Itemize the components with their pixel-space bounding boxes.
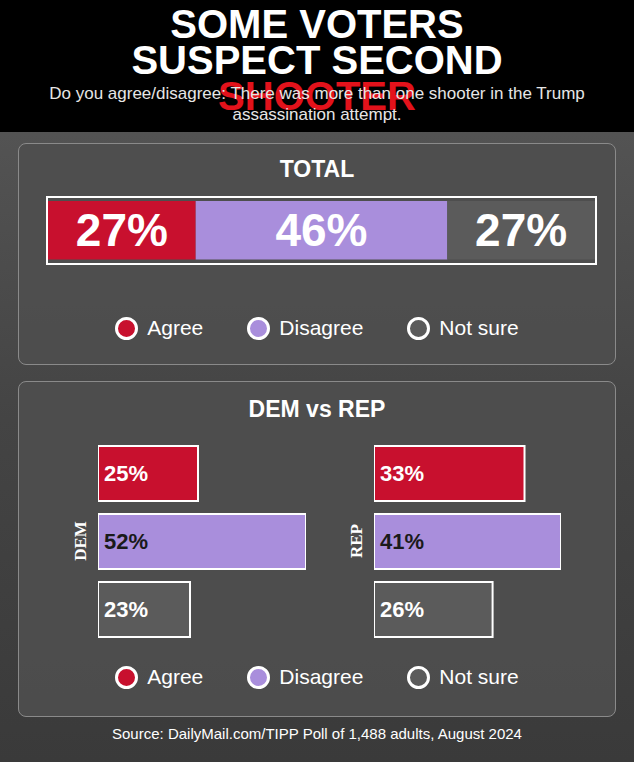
html-text:DEM vs REP: DEM vs REP (248, 396, 386, 422)
html-text:DEM: DEM (71, 521, 90, 561)
html-text:Do you agree/disagree: There w: Do you agree/disagree: There was more th… (49, 84, 585, 124)
html-text:SHOOTER: SHOOTER (218, 74, 416, 118)
svg-text:33%: 33% (380, 461, 424, 486)
svg-text:23%: 23% (104, 597, 148, 622)
svg-text:46%: 46% (275, 204, 367, 256)
svg-text:27%: 27% (76, 204, 168, 256)
svg-text:25%: 25% (104, 461, 148, 486)
html-text:Not sure: Not sure (439, 316, 519, 339)
svg-text:27%: 27% (475, 204, 567, 256)
html-text:TOTAL: TOTAL (279, 156, 355, 182)
svg-text:26%: 26% (380, 597, 424, 622)
svg-text:41%: 41% (380, 529, 424, 554)
html-text:Disagree: Disagree (279, 665, 364, 688)
html-text:Disagree: Disagree (279, 316, 364, 339)
html-text:Agree: Agree (147, 316, 204, 339)
html-text:REP: REP (347, 524, 366, 558)
html-text:SOME VOTERS SUSPECT SECOND: SOME VOTERS SUSPECT SECOND (131, 2, 503, 82)
html-text:Source: DailyMail.com/TIPP Pol: Source: DailyMail.com/TIPP Poll of 1,488… (112, 725, 522, 742)
html-text:Not sure: Not sure (439, 665, 519, 688)
html-text:Agree: Agree (147, 665, 204, 688)
svg-text:52%: 52% (104, 529, 148, 554)
